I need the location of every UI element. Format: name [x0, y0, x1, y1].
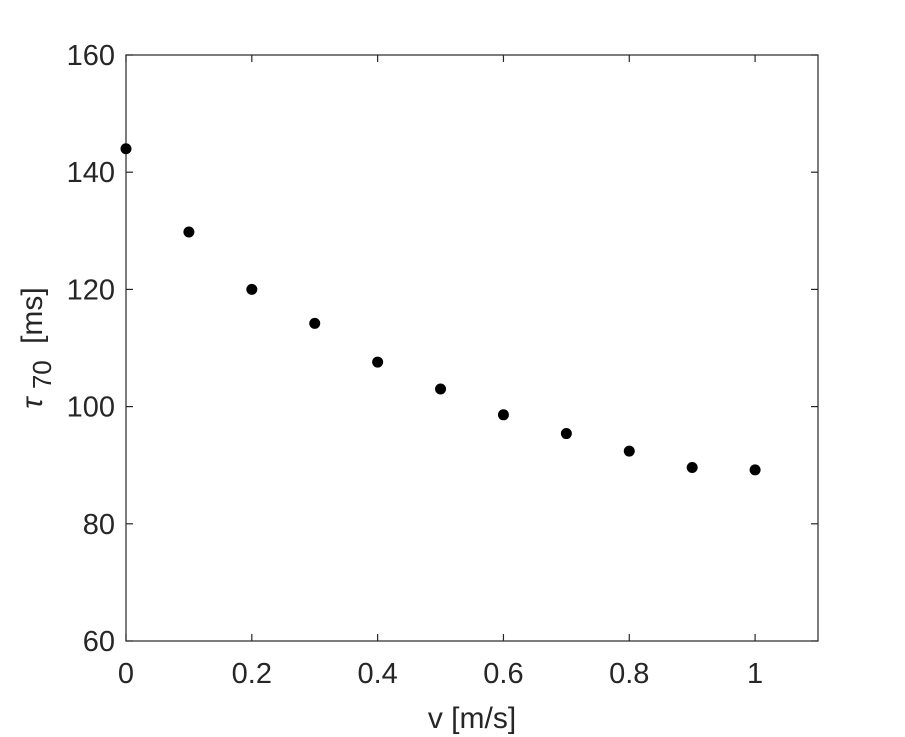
y-tick-label: 120: [67, 274, 115, 306]
y-tick-label: 60: [83, 626, 115, 658]
x-tick-label: 0: [118, 658, 134, 690]
y-axis-label: τ 70 [ms]: [16, 287, 58, 409]
data-point: [560, 428, 572, 440]
x-tick-label: 0.2: [232, 658, 272, 690]
x-axis-ticks: 0 0.2 0.4 0.6 0.8 1: [118, 55, 763, 690]
y-axis-label-unit: [ms]: [16, 287, 49, 344]
y-tick-label: 160: [67, 40, 115, 72]
plot-area: 0 0.2 0.4 0.6 0.8 1 60 80 100 120 140 160: [67, 40, 819, 690]
data-point: [686, 462, 698, 474]
y-axis-label-symbol: τ: [16, 396, 49, 409]
data-point: [497, 409, 509, 421]
data-point: [309, 317, 321, 329]
y-tick-label: 140: [67, 157, 115, 189]
y-tick-label: 100: [67, 392, 115, 424]
y-tick-label: 80: [83, 509, 115, 541]
data-point: [749, 464, 761, 476]
y-axis-ticks: 60 80 100 120 140 160: [67, 40, 818, 658]
x-tick-label: 0.8: [609, 658, 649, 690]
x-tick-label: 0.6: [483, 658, 523, 690]
data-point: [246, 283, 258, 295]
data-point: [372, 356, 384, 368]
data-point: [623, 445, 635, 457]
data-points: [120, 143, 761, 476]
data-point: [183, 226, 195, 238]
x-axis-label: v [m/s]: [428, 702, 516, 735]
data-point: [120, 143, 132, 155]
x-tick-label: 1: [747, 658, 763, 690]
axes-box: [125, 54, 819, 642]
data-point: [435, 383, 447, 395]
y-axis-label-subscript: 70: [27, 360, 57, 389]
x-tick-label: 0.4: [357, 658, 397, 690]
